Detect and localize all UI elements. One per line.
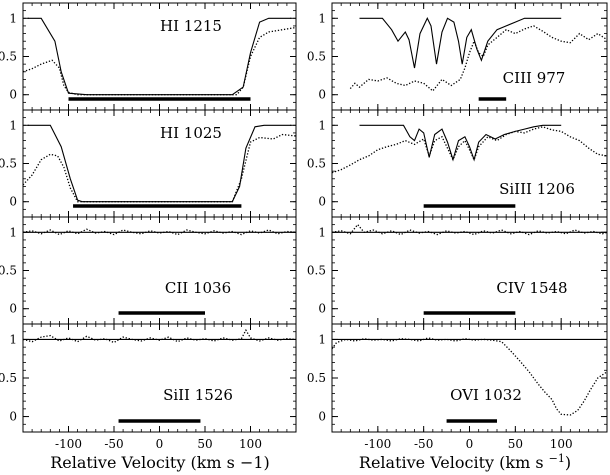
panel-siiii-1206: 0 0.5 1 SiIII 1206	[307, 109, 608, 218]
y-tick-label: 0.5	[0, 50, 17, 64]
y-tick-label: 0	[9, 195, 17, 209]
x-axis-title-superscript: −1	[549, 452, 565, 465]
observed-line	[22, 26, 297, 96]
y-tick-label: 0.5	[307, 371, 326, 385]
x-axis-title-close: )	[565, 453, 571, 472]
panel-ciii-977: 0 0.5 1 CIII 977	[307, 2, 608, 111]
observed-line	[331, 223, 608, 236]
observed-line	[349, 25, 608, 92]
x-tick-label: -50	[104, 437, 123, 451]
panel-siii-1526: 0 0.5 1 SiII 1526 -100 -50 0 50 100	[0, 323, 297, 451]
x-tick-label: 100	[550, 437, 573, 451]
y-tick-label: 1	[318, 118, 326, 132]
y-tick-label: 0	[9, 302, 17, 316]
y-tick-label: 1	[318, 11, 326, 25]
y-tick-label: 0.5	[307, 264, 326, 278]
panel-ovi-1032: 0 0.5 1 OVI 1032 -100 -50 0 50 100	[307, 323, 608, 451]
observed-line	[22, 328, 297, 344]
y-tick-label: 1	[318, 225, 326, 239]
y-tick-label: 1	[318, 332, 326, 346]
panel-frame	[331, 2, 608, 111]
x-tick-label: 0	[156, 437, 164, 451]
y-tick-label: 0	[318, 195, 326, 209]
y-tick-label: 0.5	[307, 157, 326, 171]
ion-label: CIV 1548	[496, 279, 567, 297]
x-tick-label: 50	[197, 437, 212, 451]
y-tick-label: 0.5	[0, 264, 17, 278]
panel-civ-1548: 0 0.5 1 CIV 1548	[307, 216, 608, 325]
ion-label: SiIII 1206	[499, 180, 575, 198]
panel-frame	[331, 323, 608, 433]
observed-line	[22, 133, 297, 203]
x-tick-label: -100	[55, 437, 82, 451]
model-line	[359, 17, 562, 69]
y-tick-label: 1	[9, 118, 17, 132]
y-tick-label: 1	[9, 11, 17, 25]
panel-cii-1036: 0 0.5 1 CII 1036	[0, 216, 297, 325]
y-tick-label: 0	[9, 88, 17, 102]
observed-line	[331, 337, 608, 416]
ion-label: SiII 1526	[163, 386, 233, 404]
observed-line	[331, 126, 608, 174]
model-line	[27, 124, 292, 203]
panel-grid: 0 0.5 1 HI 1215 0 0.5 1 HI 1025 0 0.5 1 CII 1036 0 0.…	[0, 2, 608, 451]
ion-label: HI 1215	[160, 17, 222, 35]
x-tick-label: 50	[508, 437, 523, 451]
y-tick-label: 0	[318, 410, 326, 424]
model-line	[27, 17, 292, 96]
panel-hi-1025: 0 0.5 1 HI 1025	[0, 109, 297, 218]
x-tick-label: -100	[364, 437, 391, 451]
y-tick-label: 0	[318, 302, 326, 316]
y-tick-label: 0.5	[307, 50, 326, 64]
y-tick-label: 1	[9, 332, 17, 346]
x-tick-label: -50	[414, 437, 433, 451]
y-tick-label: 0	[9, 410, 17, 424]
y-tick-label: 0.5	[0, 157, 17, 171]
panel-frame	[331, 109, 608, 218]
ion-label: OVI 1032	[450, 386, 522, 404]
model-line	[359, 124, 562, 162]
ion-label: CIII 977	[503, 69, 566, 87]
y-tick-label: 0	[318, 88, 326, 102]
x-tick-label: 100	[239, 437, 262, 451]
x-axis-title-left: Relative Velocity (km s −1)	[50, 453, 270, 472]
ion-label: HI 1025	[160, 124, 222, 142]
panel-hi-1215: 0 0.5 1 HI 1215	[0, 2, 297, 111]
x-axis-title-text: Relative Velocity (km s	[359, 453, 549, 472]
y-tick-label: 0.5	[0, 371, 17, 385]
y-tick-label: 1	[9, 225, 17, 239]
x-tick-label: 0	[466, 437, 474, 451]
x-axis-title-right: Relative Velocity (km s −1)	[359, 452, 571, 472]
ion-label: CII 1036	[165, 279, 231, 297]
